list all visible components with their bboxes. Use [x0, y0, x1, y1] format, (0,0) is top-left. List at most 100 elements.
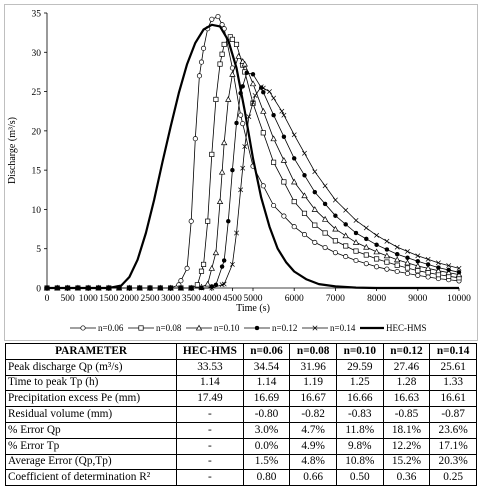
- y-tick-label: 10: [32, 206, 42, 216]
- table-row: % Error Qp -3.0% 4.7% 11.8% 18.1% 23.6%: [4, 421, 477, 439]
- table-cell: 34.54: [242, 358, 291, 376]
- data-point: [178, 278, 184, 284]
- data-point: [205, 218, 211, 224]
- table-row: Precipitation excess Pe (mm) 17.49 16.69 16…: [4, 390, 477, 408]
- data-point: [249, 80, 257, 87]
- y-tick-label: 30: [32, 49, 42, 59]
- table-cell: 0.80: [242, 469, 291, 486]
- table-cell: 23.6%: [429, 421, 477, 439]
- data-point: [209, 16, 215, 22]
- data-point: [271, 112, 276, 118]
- marker-stroke: [246, 114, 252, 120]
- row-label: Precipitation excess Pe (mm): [4, 390, 178, 408]
- marker-stroke: [242, 144, 248, 150]
- data-point: [271, 202, 277, 209]
- data-point: [241, 60, 248, 67]
- table-cell: -: [176, 437, 244, 455]
- data-point: [137, 285, 143, 291]
- row-label: Average Error (Qp,Tp): [4, 453, 178, 471]
- table-cell: 9.8%: [335, 437, 384, 455]
- data-point: [424, 265, 432, 271]
- marker-stroke: [456, 265, 462, 271]
- x-tick-label: 3500: [182, 294, 201, 304]
- row-label: Peak discharge Qp (m³/s): [4, 358, 178, 376]
- marker-stroke: [425, 256, 431, 262]
- data-point: [302, 150, 307, 156]
- marker-stroke: [178, 285, 184, 291]
- marker-stroke: [126, 285, 132, 291]
- data-point: [246, 114, 252, 120]
- data-point: [198, 59, 205, 65]
- data-point: [312, 239, 318, 245]
- data-point: [219, 264, 225, 269]
- table-cell: 27.46: [382, 358, 431, 376]
- y-tick-label: 35: [32, 10, 42, 20]
- data-point: [219, 22, 225, 28]
- marker-stroke: [240, 165, 246, 171]
- data-point: [374, 256, 380, 262]
- x-tick-label: 0: [45, 294, 50, 304]
- data-point: [373, 248, 380, 255]
- table-cell: 25.61: [429, 358, 477, 376]
- data-point: [322, 201, 328, 207]
- data-point: [384, 247, 390, 252]
- data-point: [238, 187, 244, 193]
- legend-marker: [80, 325, 86, 331]
- table-row: Time to peak Tp (h) 1.14 1.14 1.19 1.25 1.28 1…: [4, 374, 477, 392]
- table-cell: 17.1%: [429, 437, 477, 455]
- data-point: [322, 183, 328, 189]
- table-cell: 31.96: [289, 358, 337, 376]
- header-n012: n=0.12: [382, 343, 431, 360]
- marker-stroke: [363, 225, 369, 231]
- data-point: [456, 265, 462, 271]
- table-cell: 0.0%: [242, 437, 291, 455]
- table-cell: 10.8%: [335, 453, 384, 471]
- table-cell: 1.14: [242, 374, 291, 392]
- data-point: [404, 265, 411, 271]
- series-line: [47, 23, 459, 290]
- legend-item: n=0.12: [244, 323, 297, 333]
- data-point: [415, 259, 421, 264]
- x-tick-label: 500: [60, 294, 75, 304]
- data-point: [280, 157, 288, 163]
- table-cell: 16.67: [289, 390, 337, 408]
- data-point: [363, 225, 369, 231]
- data-point: [291, 156, 297, 161]
- data-point: [260, 107, 267, 114]
- data-point: [209, 285, 215, 291]
- table-cell: 17.49: [176, 390, 244, 408]
- data-point: [198, 268, 205, 274]
- data-point: [234, 230, 239, 236]
- table-cell: 18.1%: [382, 421, 431, 439]
- legend-marker: [138, 325, 144, 331]
- row-label: Residual volume (mm): [4, 406, 178, 423]
- header-hec-hms: HEC-HMS: [176, 343, 244, 360]
- data-point: [291, 224, 297, 230]
- table-cell: -: [176, 406, 244, 423]
- marker-stroke: [147, 285, 153, 291]
- data-point: [446, 267, 451, 273]
- x-axis-label: Time (s): [236, 303, 270, 314]
- data-point: [425, 270, 431, 276]
- data-point: [208, 265, 215, 271]
- data-point: [343, 222, 348, 227]
- data-point: [332, 197, 338, 203]
- y-tick-label: 20: [32, 127, 42, 137]
- header-n006: n=0.06: [242, 343, 291, 360]
- marker-stroke: [267, 89, 272, 95]
- data-point: [260, 183, 266, 189]
- x-tick-label: 9000: [408, 294, 427, 304]
- data-point: [301, 192, 308, 199]
- marker-stroke: [394, 244, 400, 250]
- data-point: [415, 268, 421, 274]
- marker-stroke: [281, 112, 287, 118]
- data-point: [342, 232, 349, 239]
- data-point: [404, 259, 411, 266]
- data-point: [235, 52, 242, 59]
- data-point: [394, 251, 400, 257]
- y-tick-label: 25: [32, 88, 42, 98]
- marker-stroke: [229, 261, 235, 267]
- data-point: [260, 130, 266, 136]
- table-cell: 1.25: [335, 374, 384, 392]
